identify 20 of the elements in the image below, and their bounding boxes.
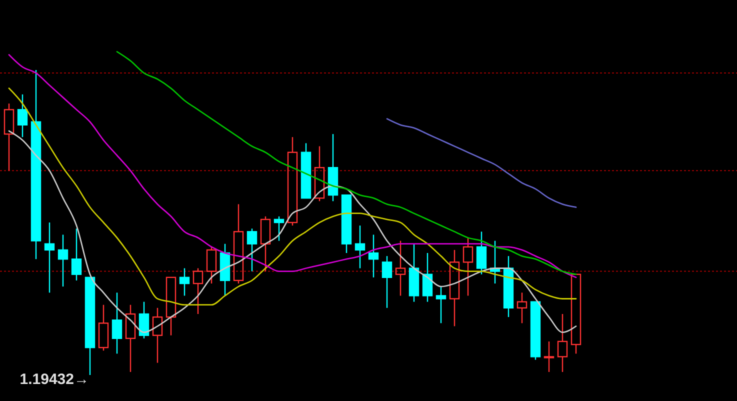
- candlestick: [395, 240, 406, 296]
- candlestick: [557, 313, 568, 373]
- candlestick: [516, 292, 528, 324]
- candlestick: [17, 94, 28, 138]
- candlestick: [462, 237, 474, 296]
- candlestick: [58, 234, 68, 288]
- candlestick: [179, 268, 190, 296]
- candlestick: [152, 307, 163, 364]
- candlestick: [44, 222, 55, 294]
- candlestick: [544, 340, 554, 373]
- candlestick: [354, 224, 366, 269]
- annotation: 1.19432→: [20, 371, 89, 388]
- candlestick: [125, 304, 136, 373]
- candlestick: [112, 292, 122, 354]
- candlestick: [449, 249, 460, 327]
- candlestick: [503, 255, 514, 318]
- candlestick: [30, 69, 42, 260]
- candlestick: [368, 234, 379, 278]
- candlestick: [220, 243, 230, 296]
- candlestick: [436, 286, 446, 324]
